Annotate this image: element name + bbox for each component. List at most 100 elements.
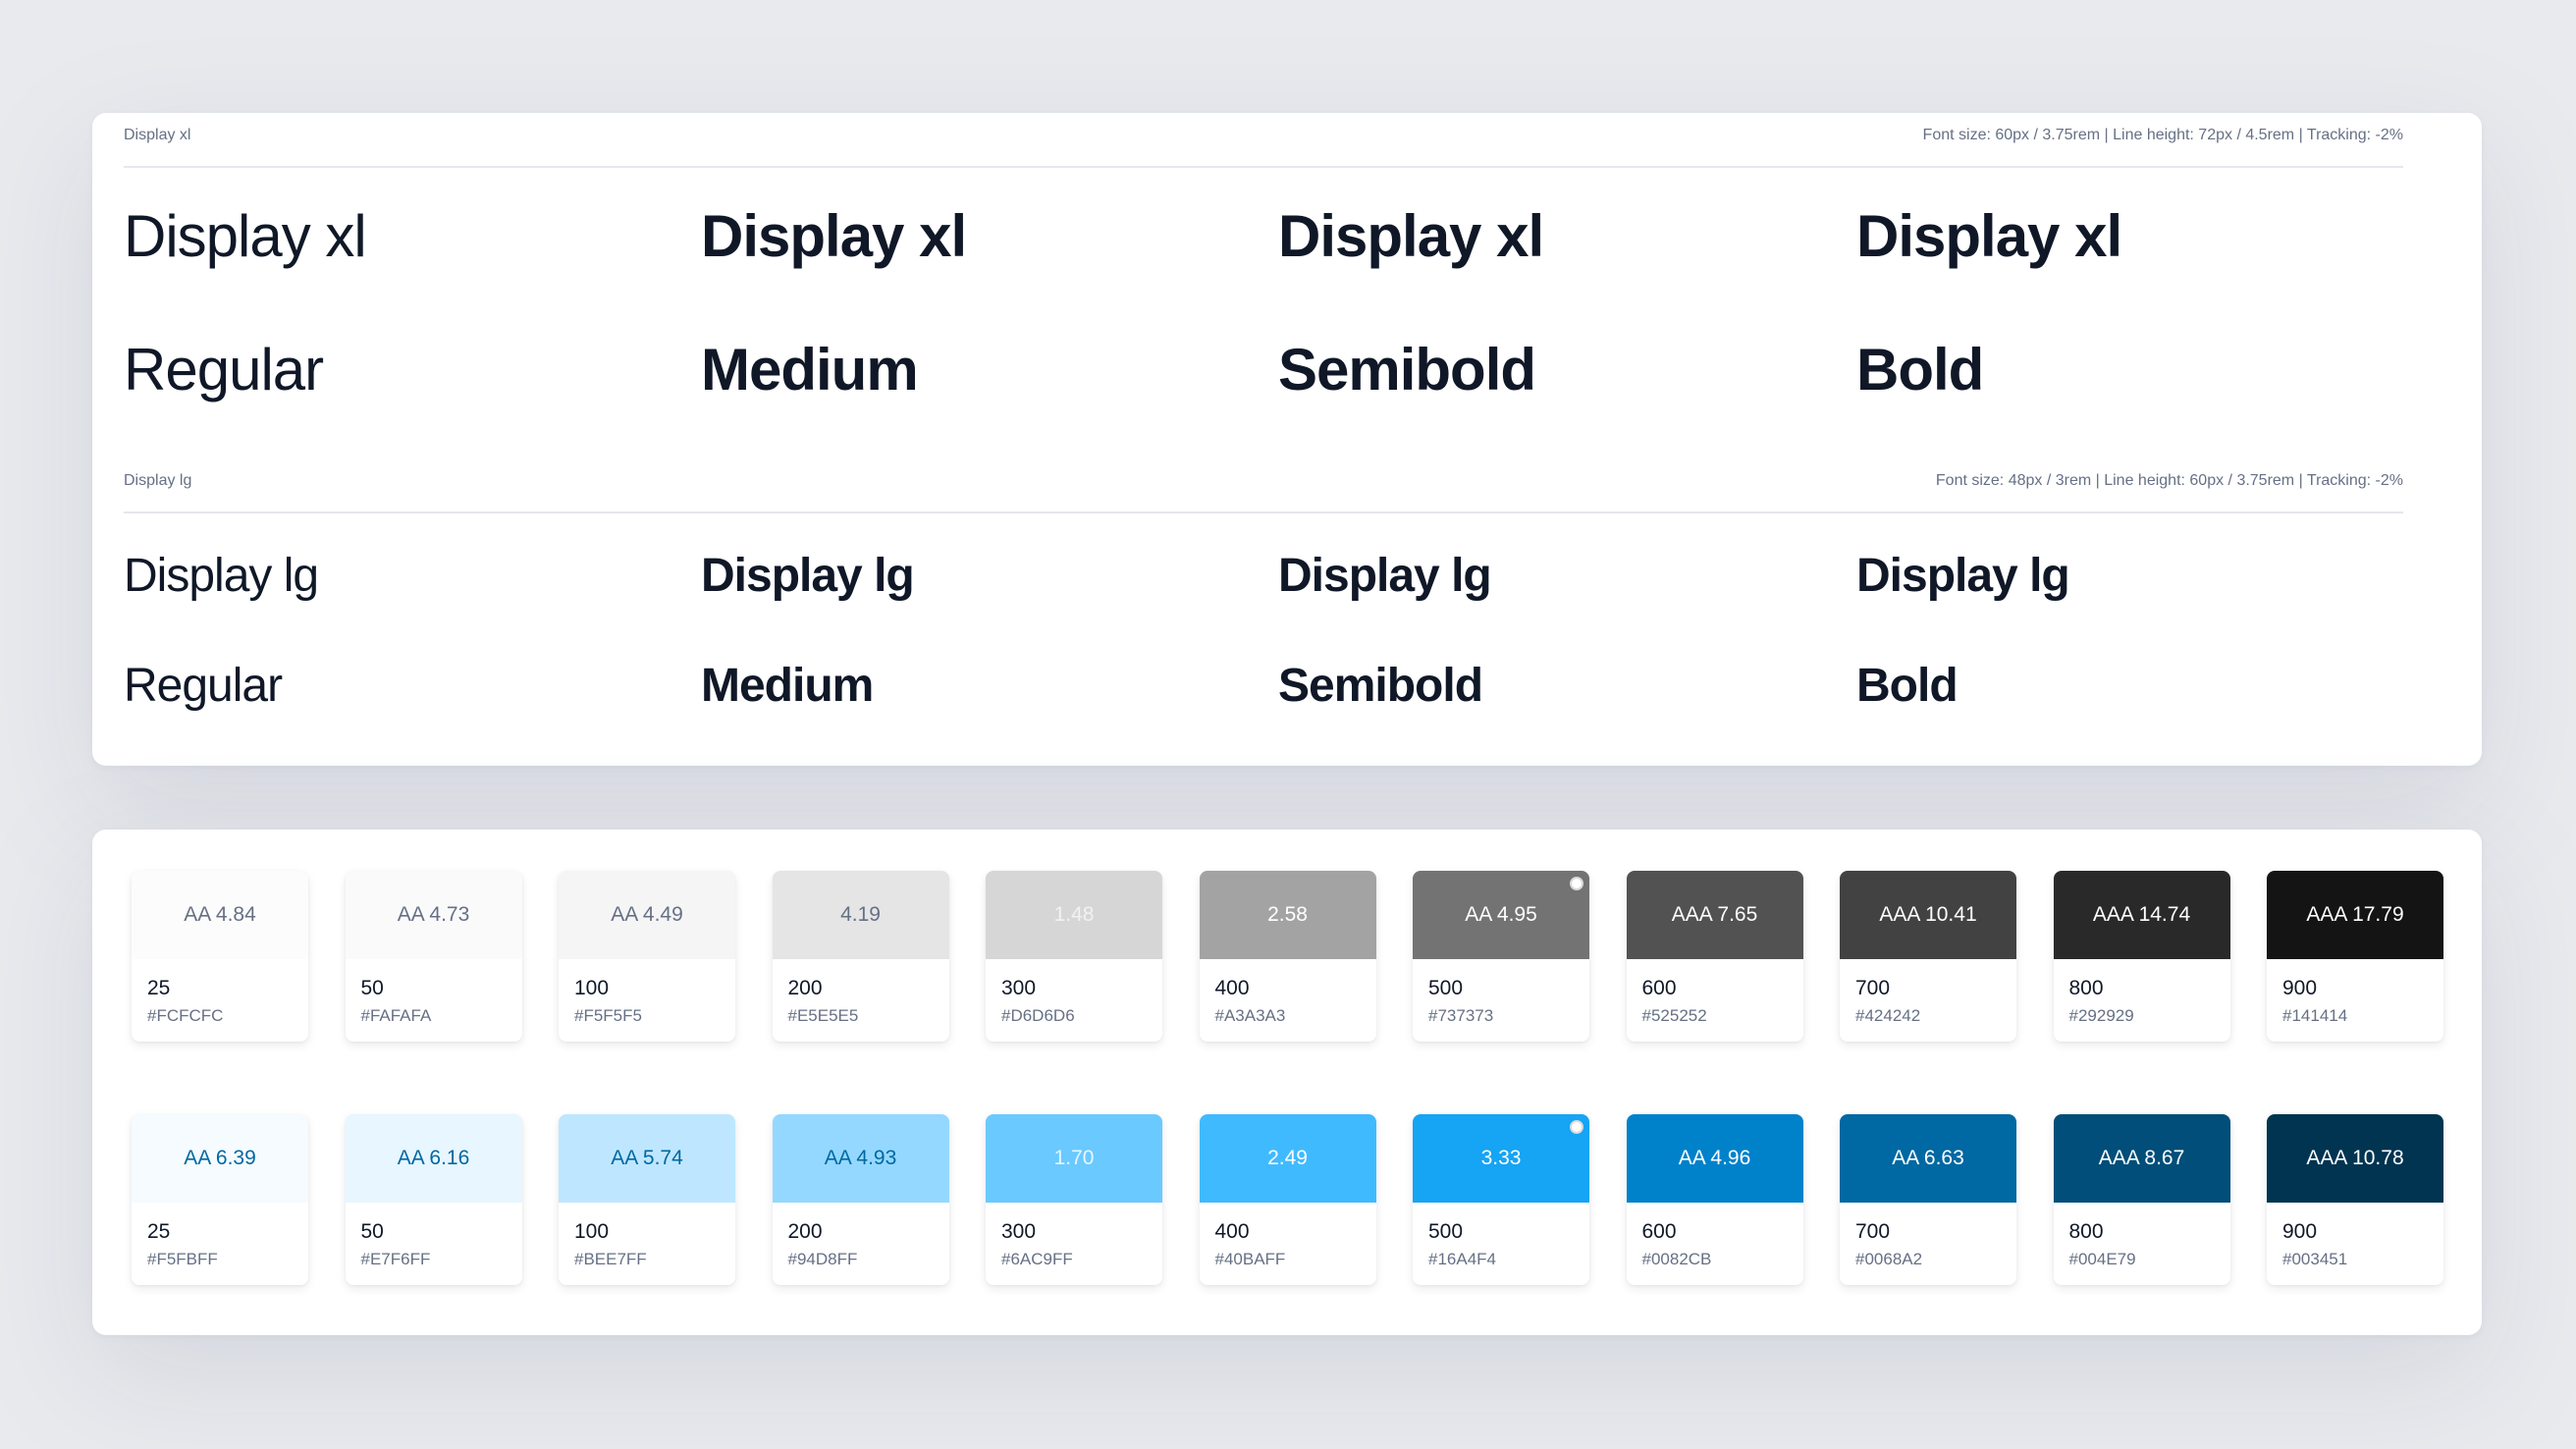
blue-swatch-50[interactable]: AA 6.16 50 #E7F6FF — [345, 1114, 522, 1285]
display-xl-sample-row: Display xl Display xl Display xl Display… — [124, 201, 2480, 280]
swatch-step-label: 800 — [2068, 1220, 2104, 1243]
gray-swatch-900[interactable]: AAA 17.79 900 #141414 — [2267, 871, 2443, 1042]
display-lg-label: Display lg — [124, 472, 192, 489]
swatch-color-chip: AA 4.73 — [345, 871, 522, 959]
display-lg-medium-label: Medium — [701, 660, 874, 712]
swatch-step-label: 600 — [1641, 977, 1677, 999]
blue-swatch-800[interactable]: AAA 8.67 800 #004E79 — [2053, 1114, 2230, 1285]
swatch-color-chip: 3.33 — [1413, 1114, 1589, 1203]
swatch-hex-value: #0082CB — [1641, 1250, 1712, 1268]
color-palette-card: AA 4.84 25 #FCFCFC AA 4.73 50 #FAFAFA AA 4.49 1… — [92, 830, 2482, 1335]
gray-swatch-200[interactable]: 4.19 200 #E5E5E5 — [772, 871, 949, 1042]
display-lg-header: Display lg Font size: 48px / 3rem | Line… — [124, 472, 2403, 490]
display-lg-weight-row: Regular Medium Semibold Bold — [124, 657, 2480, 735]
swatch-color-chip: AAA 10.41 — [1840, 871, 2016, 959]
blue-swatch-100[interactable]: AA 5.74 100 #BEE7FF — [559, 1114, 735, 1285]
blue-swatch-25[interactable]: AA 6.39 25 #F5FBFF — [132, 1114, 308, 1285]
display-xl-spec: Font size: 60px / 3.75rem | Line height:… — [1922, 127, 2403, 143]
blue-swatch-300[interactable]: 1.70 300 #6AC9FF — [986, 1114, 1162, 1285]
display-lg-semibold-label: Semibold — [1278, 660, 1483, 712]
display-lg-semibold-sample: Display lg — [1278, 550, 1492, 602]
gray-swatch-50[interactable]: AA 4.73 50 #FAFAFA — [345, 871, 522, 1042]
swatch-step-label: 500 — [1428, 1220, 1464, 1243]
display-lg-bold-sample: Display lg — [1856, 550, 2070, 602]
swatch-color-chip: AA 4.49 — [559, 871, 735, 959]
swatch-hex-value: #003451 — [2282, 1250, 2348, 1268]
swatch-step-label: 25 — [147, 977, 171, 999]
gray-swatch-800[interactable]: AAA 14.74 800 #292929 — [2053, 871, 2230, 1042]
blue-swatch-700[interactable]: AA 6.63 700 #0068A2 — [1840, 1114, 2016, 1285]
swatch-color-chip: AAA 17.79 — [2267, 871, 2443, 959]
swatch-color-chip: AA 5.74 — [559, 1114, 735, 1203]
swatch-step-label: 900 — [2282, 977, 2318, 999]
blue-swatch-900[interactable]: AAA 10.78 900 #003451 — [2267, 1114, 2443, 1285]
display-xl-regular-sample: Display xl — [124, 203, 367, 269]
display-xl-label: Display xl — [124, 127, 191, 143]
display-lg-regular-sample: Display lg — [124, 550, 319, 602]
swatch-hex-value: #6AC9FF — [1001, 1250, 1073, 1268]
swatch-color-chip: AA 4.95 — [1413, 871, 1589, 959]
selected-indicator-icon — [1570, 877, 1583, 890]
swatch-color-chip: AA 4.93 — [772, 1114, 949, 1203]
swatch-color-chip: AA 6.63 — [1840, 1114, 2016, 1203]
swatch-hex-value: #525252 — [1641, 1006, 1707, 1025]
gray-swatch-100[interactable]: AA 4.49 100 #F5F5F5 — [559, 871, 735, 1042]
swatch-hex-value: #F5FBFF — [147, 1250, 218, 1268]
swatch-hex-value: #FCFCFC — [147, 1006, 224, 1025]
swatch-hex-value: #424242 — [1855, 1006, 1921, 1025]
swatch-step-label: 100 — [574, 977, 610, 999]
display-lg-medium-sample: Display lg — [701, 550, 915, 602]
display-lg-spec: Font size: 48px / 3rem | Line height: 60… — [1935, 472, 2403, 489]
swatch-color-chip: AAA 7.65 — [1626, 871, 1803, 959]
swatch-color-chip: 2.49 — [1199, 1114, 1376, 1203]
gray-swatch-25[interactable]: AA 4.84 25 #FCFCFC — [132, 871, 308, 1042]
display-xl-weight-row: Regular Medium Semibold Bold — [124, 335, 2480, 413]
display-xl-bold-sample: Display xl — [1856, 203, 2122, 269]
swatch-hex-value: #292929 — [2068, 1006, 2134, 1025]
display-xl-semibold-sample: Display xl — [1278, 203, 1544, 269]
blue-swatch-600[interactable]: AA 4.96 600 #0082CB — [1626, 1114, 1803, 1285]
display-lg-bold-label: Bold — [1856, 660, 1959, 712]
typography-card: Display xl Font size: 60px / 3.75rem | L… — [92, 113, 2482, 766]
display-xl-semibold-label: Semibold — [1278, 337, 1536, 402]
blue-swatch-500[interactable]: 3.33 500 #16A4F4 — [1413, 1114, 1589, 1285]
gray-swatch-300[interactable]: 1.48 300 #D6D6D6 — [986, 871, 1162, 1042]
divider — [124, 511, 2403, 513]
swatch-color-chip: AA 4.84 — [132, 871, 308, 959]
swatch-step-label: 50 — [360, 1220, 384, 1243]
display-xl-bold-label: Bold — [1856, 337, 1984, 402]
display-lg-sample-row: Display lg Display lg Display lg Display… — [124, 547, 2480, 625]
swatch-step-label: 200 — [787, 977, 823, 999]
swatch-step-label: 50 — [360, 977, 384, 999]
gray-swatch-500[interactable]: AA 4.95 500 #737373 — [1413, 871, 1589, 1042]
gray-swatch-700[interactable]: AAA 10.41 700 #424242 — [1840, 871, 2016, 1042]
swatch-step-label: 100 — [574, 1220, 610, 1243]
display-xl-medium-label: Medium — [701, 337, 919, 402]
swatch-step-label: 700 — [1855, 977, 1891, 999]
swatch-step-label: 300 — [1001, 977, 1037, 999]
swatch-hex-value: #FAFAFA — [360, 1006, 432, 1025]
swatch-hex-value: #E7F6FF — [360, 1250, 431, 1268]
swatch-hex-value: #16A4F4 — [1428, 1250, 1496, 1268]
gray-swatch-600[interactable]: AAA 7.65 600 #525252 — [1626, 871, 1803, 1042]
swatch-hex-value: #004E79 — [2068, 1250, 2136, 1268]
divider — [124, 166, 2403, 168]
swatch-color-chip: AA 6.39 — [132, 1114, 308, 1203]
swatch-hex-value: #E5E5E5 — [787, 1006, 859, 1025]
swatch-color-chip: 4.19 — [772, 871, 949, 959]
swatch-color-chip: 1.48 — [986, 871, 1162, 959]
display-lg-regular-label: Regular — [124, 660, 283, 712]
swatch-color-chip: AAA 8.67 — [2053, 1114, 2230, 1203]
blue-swatch-200[interactable]: AA 4.93 200 #94D8FF — [772, 1114, 949, 1285]
blue-swatch-400[interactable]: 2.49 400 #40BAFF — [1199, 1114, 1376, 1285]
gray-swatch-400[interactable]: 2.58 400 #A3A3A3 — [1199, 871, 1376, 1042]
swatch-hex-value: #40BAFF — [1214, 1250, 1286, 1268]
swatch-step-label: 200 — [787, 1220, 823, 1243]
swatch-color-chip: AA 4.96 — [1626, 1114, 1803, 1203]
swatch-step-label: 300 — [1001, 1220, 1037, 1243]
selected-indicator-icon — [1570, 1120, 1583, 1134]
swatch-hex-value: #D6D6D6 — [1001, 1006, 1075, 1025]
display-xl-medium-sample: Display xl — [701, 203, 967, 269]
swatch-step-label: 400 — [1214, 1220, 1250, 1243]
swatch-hex-value: #F5F5F5 — [574, 1006, 642, 1025]
